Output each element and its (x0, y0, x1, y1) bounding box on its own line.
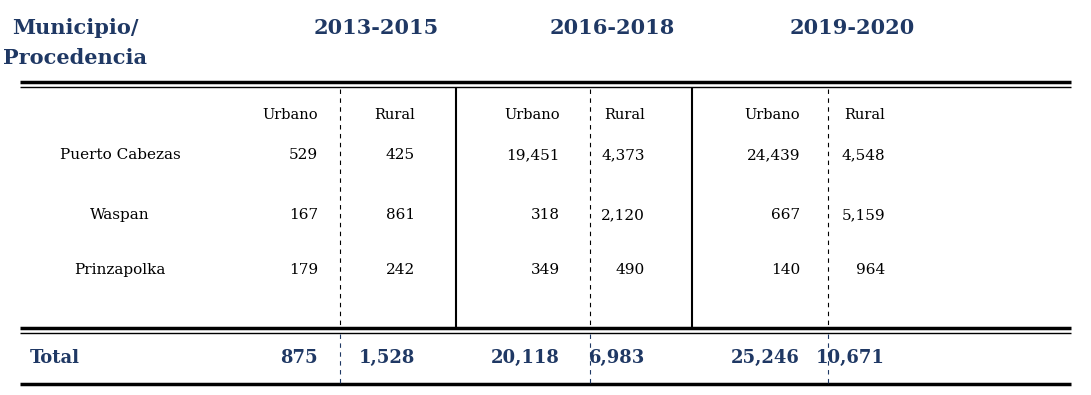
Text: 179: 179 (289, 263, 317, 277)
Text: Rural: Rural (844, 108, 885, 122)
Text: 140: 140 (770, 263, 800, 277)
Text: 4,373: 4,373 (601, 148, 645, 162)
Text: 875: 875 (280, 349, 317, 367)
Text: Municipio/: Municipio/ (12, 18, 139, 38)
Text: 2019-2020: 2019-2020 (790, 18, 915, 38)
Text: 10,671: 10,671 (816, 349, 885, 367)
Text: 861: 861 (386, 208, 415, 222)
Text: 4,548: 4,548 (841, 148, 885, 162)
Text: 2016-2018: 2016-2018 (550, 18, 675, 38)
Text: 20,118: 20,118 (491, 349, 560, 367)
Text: Total: Total (29, 349, 80, 367)
Text: 242: 242 (386, 263, 415, 277)
Text: 318: 318 (531, 208, 560, 222)
Text: 2,120: 2,120 (601, 208, 645, 222)
Text: 5,159: 5,159 (841, 208, 885, 222)
Text: Urbano: Urbano (744, 108, 800, 122)
Text: 529: 529 (289, 148, 317, 162)
Text: 667: 667 (771, 208, 800, 222)
Text: 2013-2015: 2013-2015 (314, 18, 439, 38)
Text: Rural: Rural (604, 108, 645, 122)
Text: Waspan: Waspan (91, 208, 149, 222)
Text: 349: 349 (531, 263, 560, 277)
Text: Urbano: Urbano (262, 108, 317, 122)
Text: 167: 167 (289, 208, 317, 222)
Text: 490: 490 (615, 263, 645, 277)
Text: Rural: Rural (374, 108, 415, 122)
Text: Procedencia: Procedencia (3, 48, 147, 68)
Text: 425: 425 (386, 148, 415, 162)
Text: 1,528: 1,528 (359, 349, 415, 367)
Text: 24,439: 24,439 (746, 148, 800, 162)
Text: 6,983: 6,983 (589, 349, 645, 367)
Text: 19,451: 19,451 (506, 148, 560, 162)
Text: Urbano: Urbano (504, 108, 560, 122)
Text: 964: 964 (855, 263, 885, 277)
Text: Prinzapolka: Prinzapolka (74, 263, 166, 277)
Text: Puerto Cabezas: Puerto Cabezas (60, 148, 180, 162)
Text: 25,246: 25,246 (731, 349, 800, 367)
